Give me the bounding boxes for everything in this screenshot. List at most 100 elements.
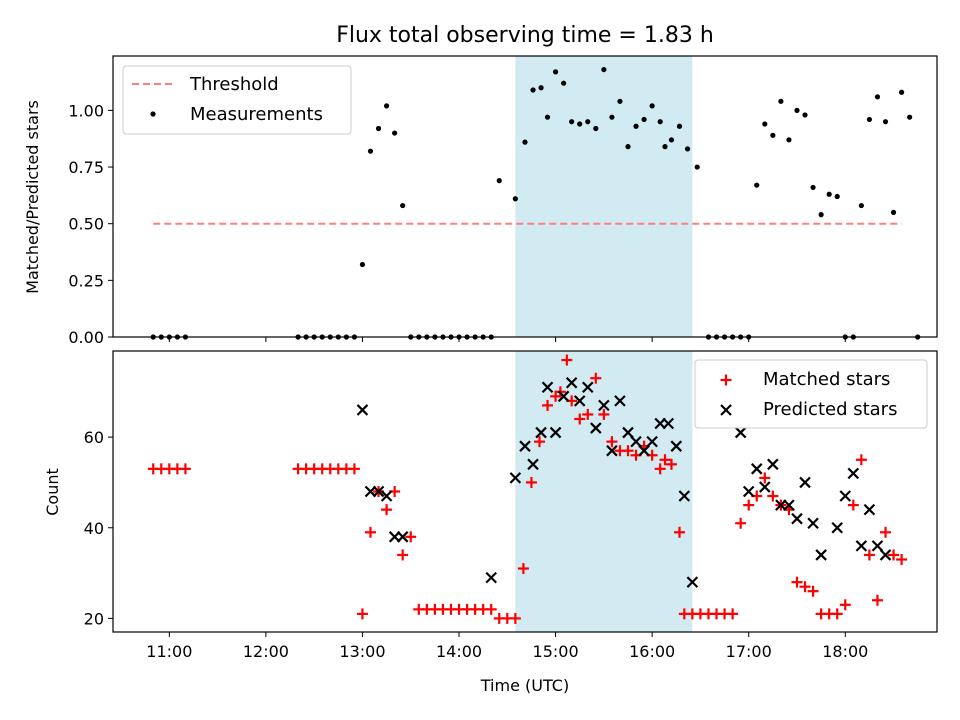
measurement-point <box>786 137 792 143</box>
predicted-star-point <box>581 381 594 394</box>
matched-star-point <box>485 603 497 615</box>
matched-star-point <box>735 517 747 529</box>
predicted-star-point <box>519 440 531 452</box>
measurement-point <box>530 87 536 93</box>
matched-star-point <box>348 463 360 475</box>
matched-star-point <box>674 526 685 538</box>
measurement-point <box>676 123 683 129</box>
measurement-point <box>770 132 776 138</box>
predicted-star-point <box>855 540 868 552</box>
matched-star-point <box>880 526 891 538</box>
measurement-point <box>826 191 832 197</box>
y-tick-label: 0.75 <box>68 158 104 177</box>
measurement-point <box>400 202 406 209</box>
legend-cross-mark <box>720 404 732 416</box>
matched-star-point <box>381 504 393 516</box>
predicted-star-point <box>871 540 884 552</box>
predicted-star-point <box>565 376 578 389</box>
matched-star-point <box>896 553 908 565</box>
x-tick-label: 16:00 <box>629 642 675 661</box>
predicted-star-point <box>831 521 843 534</box>
predicted-star-point <box>573 395 586 407</box>
top-observing-span <box>515 56 693 337</box>
legend-threshold-label: Threshold <box>189 74 279 95</box>
matched-star-point <box>831 608 843 620</box>
measurement-point <box>874 94 881 100</box>
measurement-point <box>367 148 374 154</box>
matched-star-point <box>622 445 634 457</box>
predicted-star-point <box>638 444 650 457</box>
measurement-point <box>662 144 668 150</box>
y-tick-label: 60 <box>84 428 104 447</box>
predicted-star-point <box>742 485 755 498</box>
measurement-point <box>657 119 663 125</box>
measurement-point <box>754 182 760 188</box>
measurement-point <box>538 85 544 91</box>
legend-matched-swatch <box>720 374 732 386</box>
predicted-star-point <box>799 476 811 489</box>
measurement-point <box>907 114 913 120</box>
predicted-star-point <box>759 481 771 493</box>
measurement-point <box>778 98 784 104</box>
measurement-point <box>858 202 864 209</box>
predicted-star-point <box>734 426 747 439</box>
matched-star-point <box>525 476 537 488</box>
predicted-star-point <box>527 458 539 471</box>
chart-title: Flux total observing time = 1.83 h <box>336 23 714 48</box>
predicted-star-point <box>598 399 610 412</box>
legend-predicted-swatch <box>720 404 732 416</box>
x-tick-label: 12:00 <box>243 642 289 661</box>
matched-star-point <box>665 458 677 470</box>
y-tick-label: 0.50 <box>68 215 104 234</box>
measurement-point <box>649 103 655 109</box>
measurement-point <box>818 212 824 218</box>
observing-span-band <box>515 56 693 337</box>
matched-star-point <box>517 563 529 575</box>
matched-star-point <box>767 490 779 502</box>
measurement-point <box>794 107 800 113</box>
x-tick-label: 13:00 <box>339 642 385 661</box>
matched-star-point <box>659 454 671 466</box>
predicted-star-point <box>791 512 803 525</box>
measurement-point <box>810 184 816 191</box>
predicted-star-point <box>535 426 547 439</box>
observing-span-band <box>515 351 693 632</box>
y-tick-label: 0.25 <box>68 271 104 290</box>
matched-star-point <box>847 499 859 511</box>
x-tick-label: 17:00 <box>726 642 772 661</box>
matched-star-point <box>839 599 851 611</box>
measurement-point <box>890 209 897 215</box>
predicted-star-point <box>485 571 497 584</box>
predicted-star-point <box>356 404 369 416</box>
predicted-star-point <box>622 426 634 439</box>
matched-star-point <box>590 372 602 384</box>
matched-star-point <box>397 549 409 561</box>
bottom-axes-frame <box>112 350 938 633</box>
predicted-star-point <box>783 499 795 511</box>
predicted-star-point <box>750 463 763 475</box>
measurement-point <box>585 119 591 125</box>
measurement-point <box>522 139 528 145</box>
matched-star-point <box>542 399 554 411</box>
measurement-point <box>593 125 599 132</box>
predicted-star-point <box>863 503 876 516</box>
measurement-point <box>882 119 889 125</box>
predicted-star-point <box>807 517 819 530</box>
matched-star-point <box>654 463 666 475</box>
predicted-star-point <box>606 444 618 457</box>
top-axis-ticks: 0.00 0.25 0.50 0.75 1.00 <box>68 101 846 347</box>
measurement-point <box>633 123 639 129</box>
measurement-point <box>375 125 382 132</box>
matched-star-point <box>356 608 368 620</box>
measurement-point <box>609 114 615 120</box>
predicted-star-point <box>662 417 675 430</box>
matched-star-point <box>574 413 586 425</box>
y-tick-label: 1.00 <box>68 101 104 120</box>
matched-star-point <box>863 549 875 561</box>
predicted-star-point <box>678 490 691 502</box>
matched-star-point <box>509 612 521 624</box>
matched-star-point <box>799 581 811 593</box>
bottom-axis-ticks: 20 40 60 11:00 12:00 13:00 14:00 15:00 16:00 17:0… <box>84 428 869 661</box>
measurement-point <box>684 146 691 152</box>
